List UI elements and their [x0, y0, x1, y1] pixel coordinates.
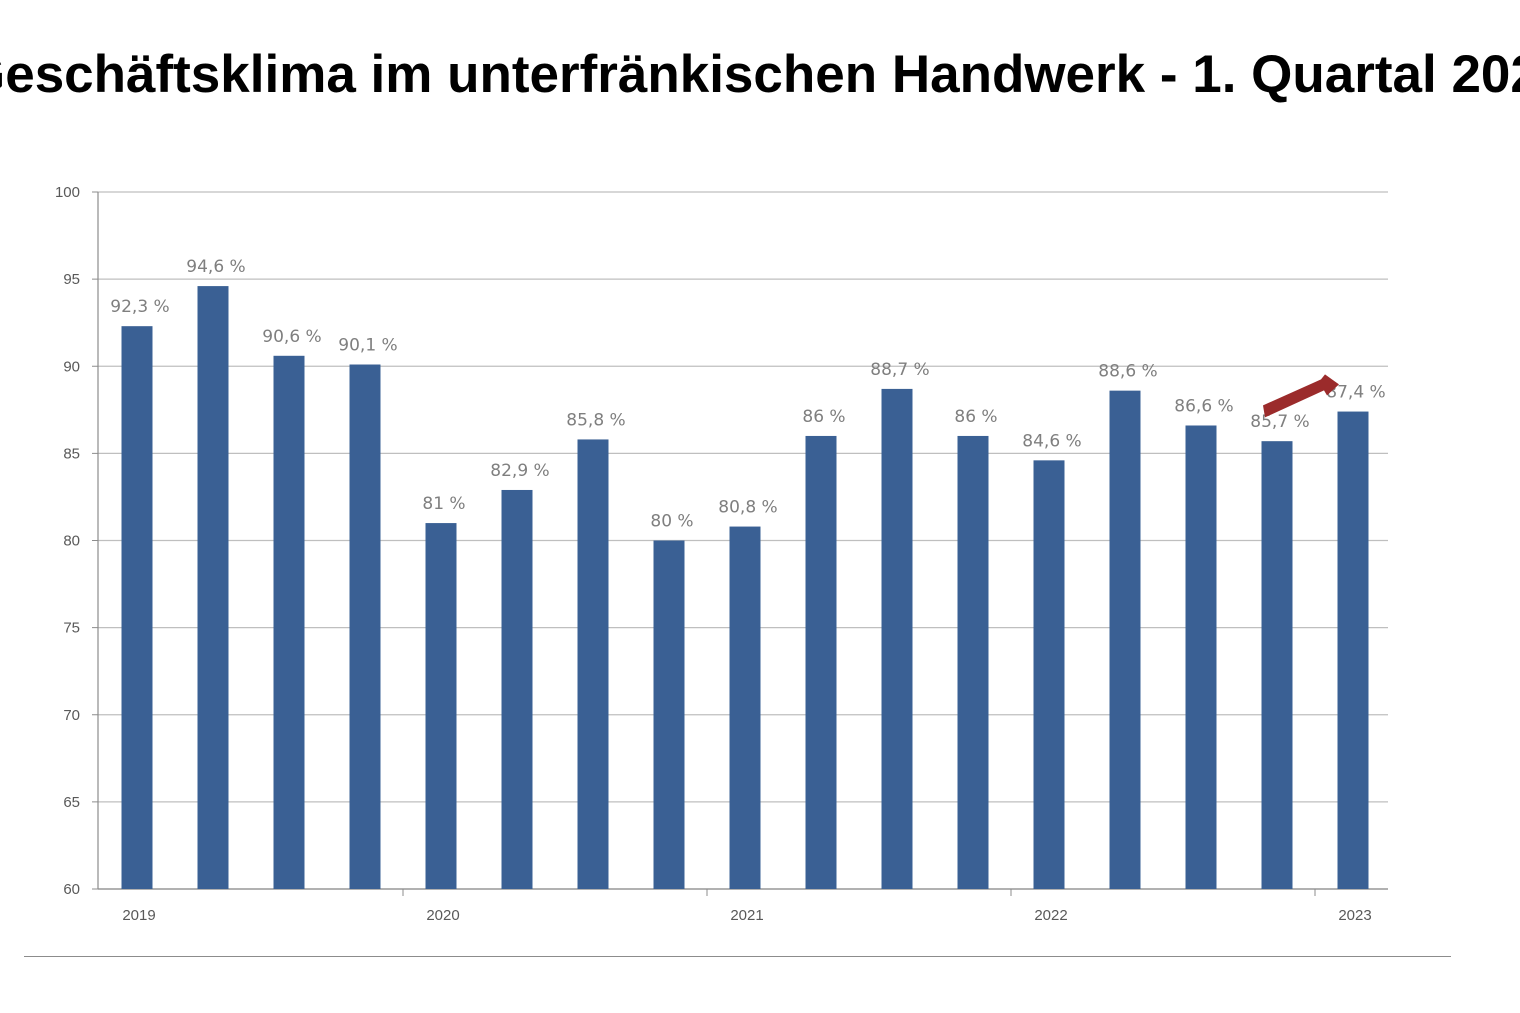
y-tick-label: 85 — [63, 445, 80, 462]
y-tick-label: 65 — [63, 794, 80, 811]
data-label: 87,4 % — [1326, 383, 1385, 403]
bar — [653, 540, 685, 889]
y-tick-label: 100 — [55, 184, 80, 201]
y-tick-label: 75 — [63, 620, 80, 637]
trend-arrow-shape — [1263, 374, 1339, 418]
bar — [425, 523, 457, 889]
data-label: 86 % — [954, 407, 997, 427]
data-label: 94,6 % — [186, 257, 245, 277]
data-label: 88,7 % — [870, 360, 929, 380]
bar — [197, 286, 229, 890]
data-label: 88,6 % — [1098, 362, 1157, 382]
data-label: 82,9 % — [490, 461, 549, 481]
data-label: 80 % — [650, 512, 693, 532]
bar — [729, 526, 761, 889]
x-tick-label: 2019 — [122, 907, 155, 924]
bar — [1337, 411, 1369, 889]
x-tick-label: 2021 — [730, 907, 763, 924]
x-axis: 2019 2020 2021 2022 2023 — [98, 888, 1388, 924]
data-label: 81 % — [422, 494, 465, 514]
bar — [577, 439, 609, 889]
data-label: 86 % — [802, 407, 845, 427]
y-tick-label: 70 — [63, 707, 80, 724]
data-label: 80,8 % — [718, 498, 777, 518]
y-tick-label: 95 — [63, 271, 80, 288]
bar — [957, 435, 989, 889]
data-label: 85,7 % — [1250, 412, 1309, 432]
data-label: 84,6 % — [1022, 431, 1081, 451]
x-tick-label: 2020 — [426, 907, 459, 924]
y-axis: 100 95 90 85 80 75 70 65 60 — [55, 184, 99, 898]
chart-title: Geschäftsklima im unterfränkischen Handw… — [0, 40, 1520, 110]
data-label: 90,1 % — [338, 336, 397, 356]
bar — [501, 489, 533, 889]
data-label: 86,6 % — [1174, 396, 1233, 416]
bar — [273, 355, 305, 889]
bar — [121, 326, 153, 889]
trend-annotation — [1263, 374, 1339, 418]
data-label: 85,8 % — [566, 410, 625, 430]
bottom-divider — [24, 956, 1451, 957]
bars — [121, 286, 1369, 890]
chart-title-text: Geschäftsklima im unterfränkischen Handw… — [0, 45, 1520, 104]
y-tick-label: 80 — [63, 533, 80, 550]
data-labels: 92,3 % 94,6 % 90,6 % 90,1 % 81 % 82,9 % 85,8 %… — [110, 257, 1385, 531]
y-tick-label: 60 — [63, 881, 80, 898]
bar — [881, 388, 913, 889]
x-tick-label: 2022 — [1034, 907, 1067, 924]
y-tick-label: 90 — [63, 358, 80, 375]
bar — [1185, 425, 1217, 889]
bar — [805, 435, 837, 889]
bar — [1109, 390, 1141, 889]
data-label: 92,3 % — [110, 297, 169, 317]
data-label: 90,6 % — [262, 327, 321, 347]
bar — [1261, 441, 1293, 889]
bar — [349, 364, 381, 889]
trend-arrow — [1263, 374, 1339, 418]
bar — [1033, 460, 1065, 889]
x-tick-label: 2023 — [1338, 907, 1371, 924]
